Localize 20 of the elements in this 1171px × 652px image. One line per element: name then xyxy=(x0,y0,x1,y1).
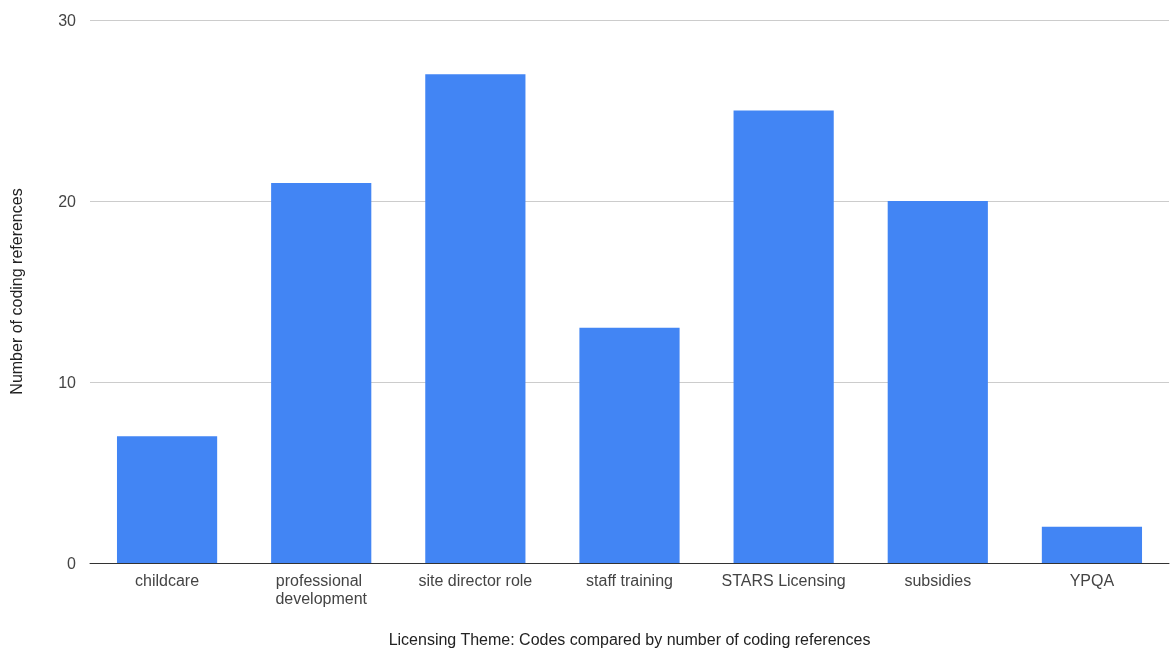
bar xyxy=(425,74,526,563)
y-tick-label: 0 xyxy=(67,554,77,572)
y-tick-label: 20 xyxy=(58,192,77,210)
bar xyxy=(1041,526,1143,563)
x-tick-label: subsidies xyxy=(904,571,972,589)
bar xyxy=(733,110,834,563)
bar xyxy=(271,182,372,563)
x-tick-label: YPQA xyxy=(1069,571,1115,589)
y-tick-label: 30 xyxy=(58,11,77,29)
x-axis-title: Licensing Theme: Codes compared by number of coding references xyxy=(388,630,871,648)
x-tick-label: site director role xyxy=(418,571,533,589)
bar xyxy=(116,436,218,563)
y-axis-title: Number of coding references xyxy=(7,188,25,395)
y-tick-label: 10 xyxy=(58,373,77,391)
x-tick-label: staff training xyxy=(586,571,673,589)
x-tick-label: childcare xyxy=(135,571,200,589)
bar xyxy=(579,327,680,563)
bar xyxy=(887,201,988,563)
x-tick-label: STARS Licensing xyxy=(721,571,846,589)
x-tick-label: professional development xyxy=(275,571,368,607)
